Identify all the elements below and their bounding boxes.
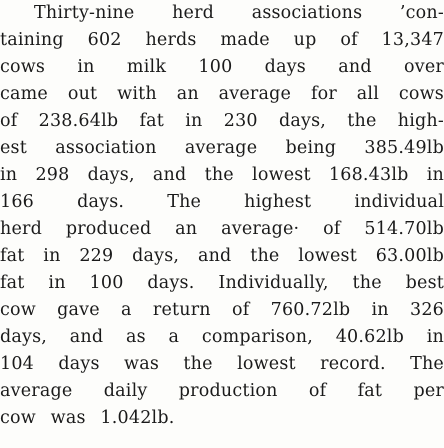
text-line: est association average being 385.49lb <box>0 138 444 158</box>
text-line: in 298 days, and the lowest 168.43lb in <box>0 165 444 185</box>
text-line: herd produced an average· of 514.70lb <box>0 219 444 239</box>
text-line: taining 602 herds made up of 13,347 <box>0 30 444 50</box>
text-line: cow was 1.042lb. <box>0 408 175 428</box>
text-line: days, and as a comparison, 40.62lb in <box>0 327 444 347</box>
text-line: came out with an average for all cows <box>0 84 444 104</box>
text-line: average daily production of fat per <box>0 381 444 401</box>
text-line: 104 days was the lowest record. The <box>0 354 444 374</box>
text-line: Thirty-nine herd associations ’con- <box>34 3 444 23</box>
text-line: fat in 100 days. Individually, the best <box>0 273 444 293</box>
text-line: cows in milk 100 days and over <box>0 57 444 77</box>
text-line: 166 days. The highest individual <box>0 192 444 212</box>
text-line: cow gave a return of 760.72lb in 326 <box>0 300 444 320</box>
text-line: fat in 229 days, and the lowest 63.00lb <box>0 246 444 266</box>
text-line: of 238.64lb fat in 230 days, the high- <box>0 111 444 131</box>
